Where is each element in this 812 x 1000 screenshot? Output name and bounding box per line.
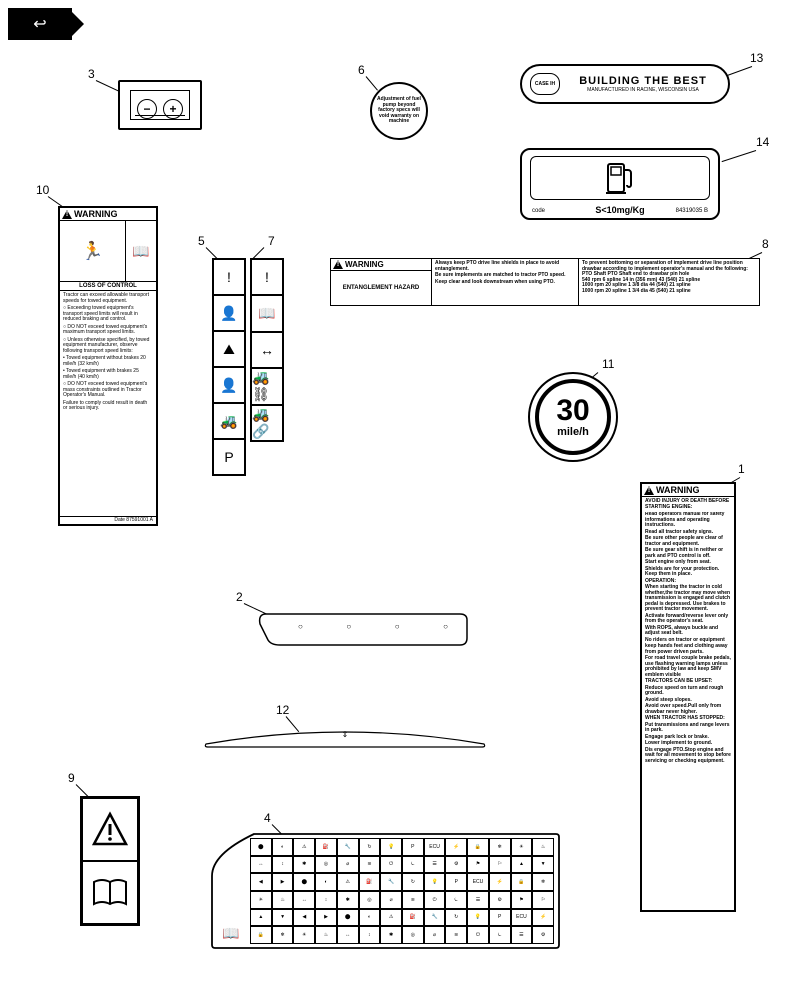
d12-center: ⇕ — [200, 730, 490, 739]
symbols-grid: ⬤◐⚠⛽🔧↻💡PECU⚡🔒❄☀♨↔↕✱◎⌀≋⏻⏾☰⚙⚑⚐▲▼◀▶⬤◐⚠⛽🔧↻💡P… — [250, 838, 554, 944]
callout-11: 11 — [602, 358, 614, 370]
warning-triangle-icon — [90, 810, 130, 850]
callout-14: 14 — [756, 136, 769, 148]
d8-mid: Always keep PTO drive line shields in pl… — [432, 259, 579, 305]
decal-14-fuel: code S<10mg/Kg 84319035 B — [520, 148, 720, 220]
decal-7-pictograms: !📖↔🚜⛓🚜🔗 — [250, 258, 284, 442]
d8-header: WARNING — [345, 260, 384, 269]
decal-10-loss-of-control: WARNING 🏃 📖 LOSS OF CONTROL Tractor can … — [58, 206, 158, 526]
return-tab[interactable]: ↩ — [8, 8, 72, 40]
d1-header: WARNING — [656, 485, 700, 495]
decal-4-symbols-table: 📖 ⬤◐⚠⛽🔧↻💡PECU⚡🔒❄☀♨↔↕✱◎⌀≋⏻⏾☰⚙⚑⚐▲▼◀▶⬤◐⚠⛽🔧↻… — [210, 832, 560, 950]
callout-9: 9 — [68, 772, 75, 784]
callout-6: 6 — [358, 64, 365, 76]
decal-1-main-warning: WARNING AVOID INJURY OR DEATH BEFORE STA… — [640, 482, 736, 912]
battery-minus: − — [137, 99, 157, 119]
decal-5-pictograms: !👤⛰👤🚜P — [212, 258, 246, 476]
d8-sub: ENTANGLEMENT HAZARD — [331, 271, 431, 305]
battery-plus: + — [163, 99, 183, 119]
fuel-pump-icon — [604, 160, 636, 196]
d10-header: WARNING — [74, 209, 118, 219]
manual-icon: 📖 — [222, 925, 239, 942]
brand-line2: MANUFACTURED IN RACINE, WISCONSIN USA — [587, 87, 699, 93]
warning-triangle-icon — [644, 486, 654, 495]
warning-triangle-icon — [333, 260, 343, 269]
callout-1: 1 — [738, 463, 745, 475]
callout-13: 13 — [750, 52, 763, 64]
d1-lead: AVOID INJURY OR DEATH BEFORE STARTING EN… — [642, 497, 734, 512]
callout-7: 7 — [268, 235, 275, 247]
decal-6-text: Adjustment of fuel pump beyond factory s… — [376, 97, 422, 125]
callout-8: 8 — [762, 238, 769, 250]
decal-9-manual — [80, 796, 140, 926]
callout-4: 4 — [264, 812, 271, 824]
callout-10: 10 — [36, 184, 49, 196]
callout-3: 3 — [88, 68, 95, 80]
d8-right: To prevent bottoming or separation of im… — [579, 259, 759, 305]
fuel-partno: 84319035 B — [676, 208, 708, 215]
warning-triangle-icon — [62, 210, 72, 219]
d2-dots: ○○○○ — [298, 622, 448, 631]
speed-unit: mile/h — [557, 426, 589, 438]
d10-body: Tractor can exceed allowable transport s… — [60, 291, 156, 516]
d10-title: LOSS OF CONTROL — [60, 282, 156, 291]
speed-value: 30 — [556, 396, 589, 426]
brand-badge: CASE IH — [530, 73, 560, 95]
d1-body: Read operators manual for safety informa… — [642, 512, 734, 910]
callout-12: 12 — [276, 704, 289, 716]
manual-icon: 📖 — [126, 221, 156, 281]
return-icon: ↩ — [33, 14, 46, 34]
decal-6-fuelpump-note: Adjustment of fuel pump beyond factory s… — [370, 82, 428, 140]
decal-2-control-plate: ○○○○ — [258, 610, 468, 646]
decal-13-brand: CASE IH BUILDING THE BEST MANUFACTURED I… — [520, 64, 730, 104]
d10-footer: Date 87591001 A — [60, 516, 156, 525]
callout-2: 2 — [236, 591, 243, 603]
decal-8-pto-warning: WARNING ENTANGLEMENT HAZARD Always keep … — [330, 258, 760, 306]
diagram-canvas: ↩ 3 6 13 14 10 5 7 8 11 1 2 12 9 4 − + — [0, 0, 812, 1000]
decal-12-strip: ⇕ — [200, 726, 490, 748]
runaway-icon: 🏃 — [60, 221, 126, 281]
decal-3-battery: − + — [118, 80, 202, 130]
callout-5: 5 — [198, 235, 205, 247]
manual-book-icon — [90, 876, 130, 910]
brand-line1: BUILDING THE BEST — [579, 75, 707, 87]
decal-11-speed: 30 mile/h — [528, 372, 618, 462]
